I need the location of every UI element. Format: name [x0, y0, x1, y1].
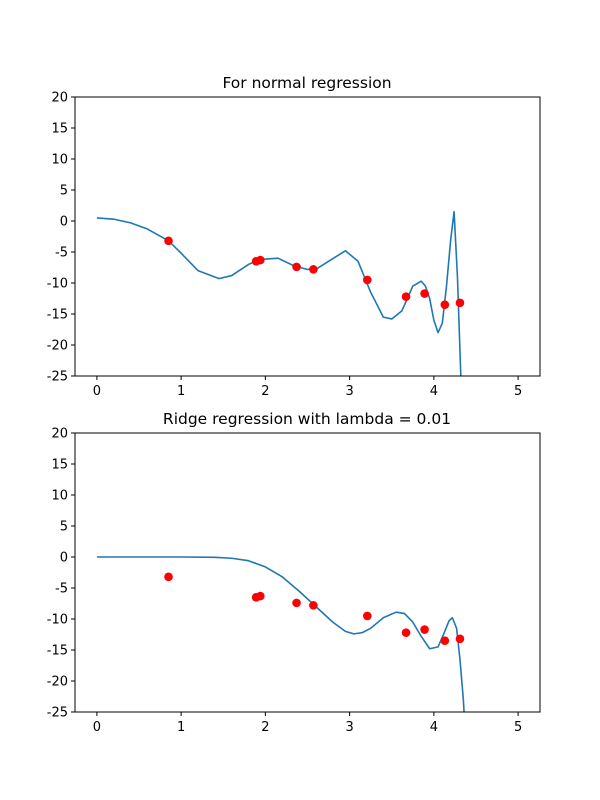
data-point — [455, 634, 465, 644]
plot-top: For normal regression 0 1 2 3 4 5 -25 -20 -15 -10… — [47, 74, 541, 399]
x-tick-label: 4 — [430, 384, 438, 399]
regression-curve — [96, 556, 465, 712]
data-point — [164, 236, 173, 246]
data-point — [363, 611, 372, 621]
x-tick-label: 0 — [93, 720, 101, 735]
plot-title: Ridge regression with lambda = 0.01 — [163, 410, 451, 428]
y-tick-label: 10 — [51, 153, 68, 168]
regression-curve — [96, 210, 462, 376]
y-tick-label: -20 — [47, 339, 68, 354]
y-tick-label: -20 — [47, 675, 68, 690]
y-tick-label: 20 — [51, 427, 68, 442]
y-tick-label: 5 — [60, 520, 68, 535]
y-tick-label: 0 — [60, 215, 68, 230]
y-tick-label: -25 — [47, 370, 68, 385]
axes-frame — [74, 96, 541, 377]
y-tick-label: 5 — [60, 184, 68, 199]
data-point — [292, 598, 301, 608]
axes-frame — [74, 432, 541, 713]
data-point — [420, 289, 429, 298]
data-point — [455, 298, 465, 308]
x-tick-label: 3 — [345, 384, 353, 399]
x-tick-label: 5 — [514, 720, 522, 735]
data-point — [401, 628, 411, 637]
data-point — [401, 292, 411, 301]
data-point — [256, 255, 265, 265]
y-tick-label: -5 — [55, 582, 68, 597]
data-point — [309, 601, 318, 610]
y-tick-label: 20 — [51, 91, 68, 106]
y-tick-label: 10 — [51, 489, 68, 504]
data-point — [309, 265, 318, 274]
y-tick-label: -15 — [47, 644, 68, 659]
x-tick-label: 2 — [261, 384, 269, 399]
y-tick-label: 15 — [51, 122, 68, 137]
plot-title: For normal regression — [222, 74, 391, 92]
y-tick-label: -10 — [47, 277, 68, 292]
data-point — [420, 625, 429, 634]
x-tick-label: 2 — [261, 720, 269, 735]
data-point — [164, 572, 173, 582]
data-point — [256, 591, 265, 601]
x-tick-label: 1 — [177, 720, 185, 735]
y-tick-label: 15 — [51, 458, 68, 473]
y-tick-label: -15 — [47, 308, 68, 323]
x-tick-label: 4 — [430, 720, 438, 735]
x-tick-label: 0 — [93, 384, 101, 399]
y-tick-label: 0 — [60, 551, 68, 566]
data-point — [363, 275, 372, 285]
x-tick-label: 1 — [177, 384, 185, 399]
plot-bottom: Ridge regression with lambda = 0.01 0 1 2 3… — [47, 410, 541, 735]
data-point — [292, 262, 301, 272]
y-tick-label: -5 — [55, 246, 68, 261]
y-tick-label: -25 — [47, 706, 68, 721]
data-point — [440, 636, 450, 645]
x-tick-label: 3 — [345, 720, 353, 735]
x-tick-label: 5 — [514, 384, 522, 399]
data-point — [440, 300, 450, 310]
y-tick-label: -10 — [47, 613, 68, 628]
